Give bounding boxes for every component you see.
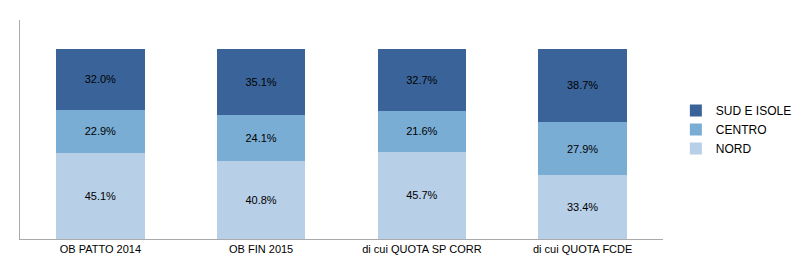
svg-text:45.1%: 45.1% bbox=[85, 190, 116, 202]
svg-text:di cui QUOTA SP CORR: di cui QUOTA SP CORR bbox=[362, 243, 481, 255]
svg-text:24.1%: 24.1% bbox=[245, 132, 276, 144]
svg-text:40.8%: 40.8% bbox=[245, 194, 276, 206]
svg-text:45.7%: 45.7% bbox=[406, 189, 437, 201]
svg-text:33.4%: 33.4% bbox=[567, 201, 598, 213]
svg-text:22.9%: 22.9% bbox=[85, 125, 116, 137]
svg-text:27.9%: 27.9% bbox=[567, 143, 598, 155]
svg-text:21.6%: 21.6% bbox=[406, 125, 437, 137]
svg-text:32.0%: 32.0% bbox=[85, 73, 116, 85]
svg-text:CENTRO: CENTRO bbox=[716, 123, 767, 137]
svg-text:di cui QUOTA FCDE: di cui QUOTA FCDE bbox=[533, 243, 632, 255]
svg-text:32.7%: 32.7% bbox=[406, 74, 437, 86]
svg-text:35.1%: 35.1% bbox=[245, 76, 276, 88]
svg-text:OB FIN 2015: OB FIN 2015 bbox=[229, 243, 293, 255]
svg-text:SUD E ISOLE: SUD E ISOLE bbox=[716, 104, 791, 118]
svg-text:38.7%: 38.7% bbox=[567, 79, 598, 91]
svg-text:NORD: NORD bbox=[716, 142, 752, 156]
svg-text:OB PATTO 2014: OB PATTO 2014 bbox=[60, 243, 141, 255]
